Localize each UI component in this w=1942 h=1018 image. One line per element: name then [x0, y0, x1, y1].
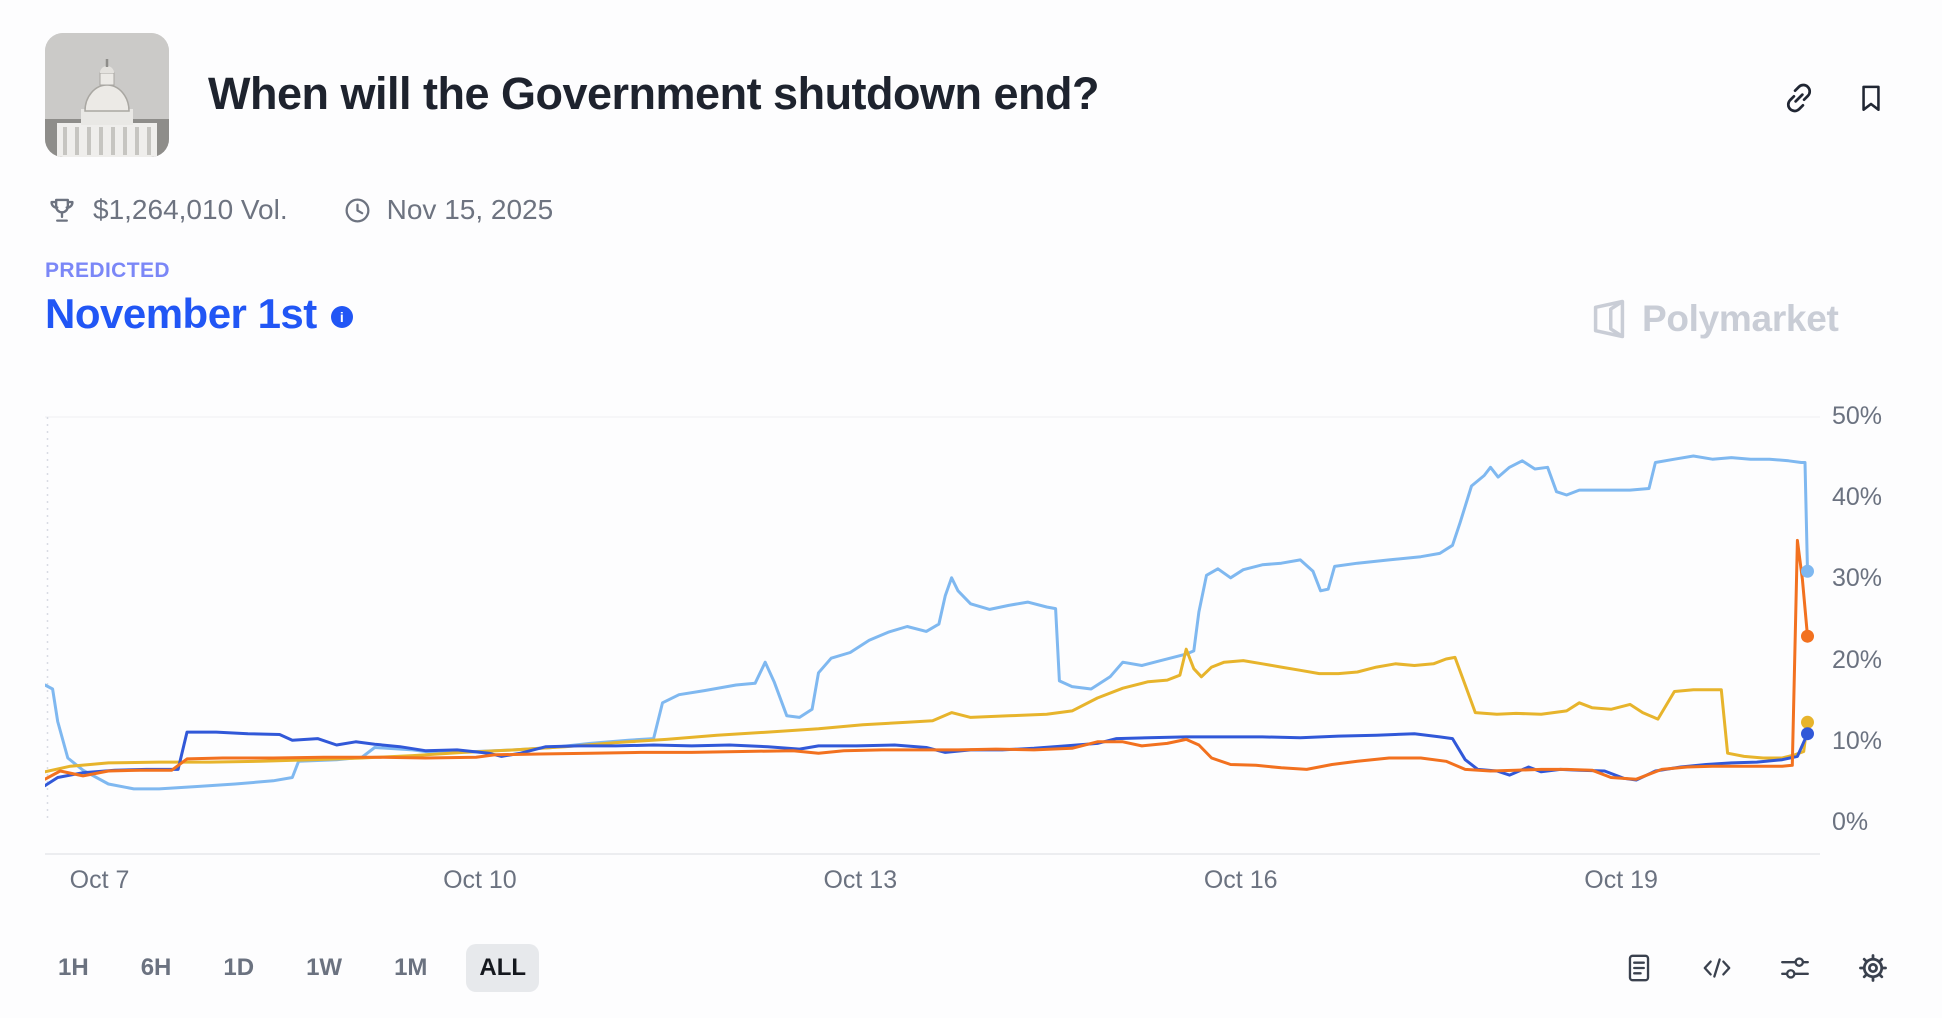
bookmark-icon — [1862, 85, 1880, 111]
volume-text: $1,264,010 Vol. — [93, 194, 288, 225]
info-icon[interactable]: i — [330, 306, 353, 328]
polymarket-wordmark: Polymarket — [1642, 298, 1839, 339]
x-axis-label: Oct 19 — [1584, 866, 1658, 894]
predicted-outcome: November 1st — [45, 290, 317, 337]
range-1w[interactable]: 1W — [293, 944, 355, 992]
bookmark-button[interactable] — [1852, 79, 1890, 117]
x-axis-label: Oct 7 — [69, 866, 130, 894]
x-axis-label: Oct 10 — [443, 866, 517, 894]
end-date-text: Nov 15, 2025 — [386, 194, 554, 225]
chart-settings-button[interactable] — [1776, 949, 1814, 987]
predicted-label: PREDICTED — [45, 259, 170, 282]
polymarket-logo-icon — [1593, 299, 1625, 339]
endpoint-dot-yellow — [1801, 715, 1814, 729]
x-axis-label: Oct 13 — [823, 866, 898, 894]
x-axis: Oct 7 Oct 10 Oct 13 Oct 16 Oct 19 — [0, 866, 1942, 902]
y-axis-label: 40% — [1832, 483, 1883, 512]
link-icon — [1786, 83, 1812, 113]
chart-toolbar — [1620, 949, 1892, 987]
sliders-icon — [1781, 957, 1809, 979]
range-6h[interactable]: 6H — [128, 944, 185, 992]
y-axis-label: 10% — [1832, 726, 1883, 755]
x-axis-label: Oct 16 — [1203, 866, 1278, 894]
settings-button[interactable] — [1854, 949, 1892, 987]
market-stats: $1,264,010 Vol. Nov 15, 2025 — [45, 193, 553, 227]
rules-button[interactable] — [1620, 949, 1658, 987]
series-line-orange — [45, 538, 1809, 781]
endpoint-dot-light-blue — [1801, 564, 1814, 578]
endpoint-dot-orange — [1801, 629, 1814, 643]
market-avatar — [45, 33, 169, 157]
code-icon — [1703, 958, 1731, 978]
y-axis-label: 20% — [1832, 645, 1883, 674]
trophy-icon — [50, 198, 74, 222]
gear-icon — [1859, 954, 1887, 982]
range-1h[interactable]: 1H — [45, 944, 102, 992]
polymarket-watermark[interactable]: Polymarket — [1588, 298, 1839, 340]
clock-icon — [345, 198, 370, 222]
header-actions — [1780, 79, 1890, 117]
embed-button[interactable] — [1698, 949, 1736, 987]
capitol-building-image — [45, 33, 169, 157]
range-all[interactable]: ALL — [466, 944, 540, 992]
price-chart[interactable] — [45, 405, 1820, 865]
time-range-selector: 1H 6H 1D 1W 1M ALL — [45, 944, 540, 992]
document-icon — [1628, 954, 1650, 982]
page-title: When will the Government shutdown end? — [208, 68, 1100, 119]
endpoint-dot-dark-blue — [1801, 727, 1814, 741]
y-axis-label: 30% — [1832, 564, 1883, 593]
y-axis-label: 0% — [1832, 808, 1869, 836]
range-1m[interactable]: 1M — [381, 944, 440, 992]
range-1d[interactable]: 1D — [210, 944, 267, 992]
y-axis-label: 50% — [1832, 402, 1883, 430]
series-line-yellow — [45, 647, 1809, 774]
copy-link-button[interactable] — [1780, 79, 1818, 117]
predicted-outcome-row: November 1st i — [45, 290, 353, 338]
